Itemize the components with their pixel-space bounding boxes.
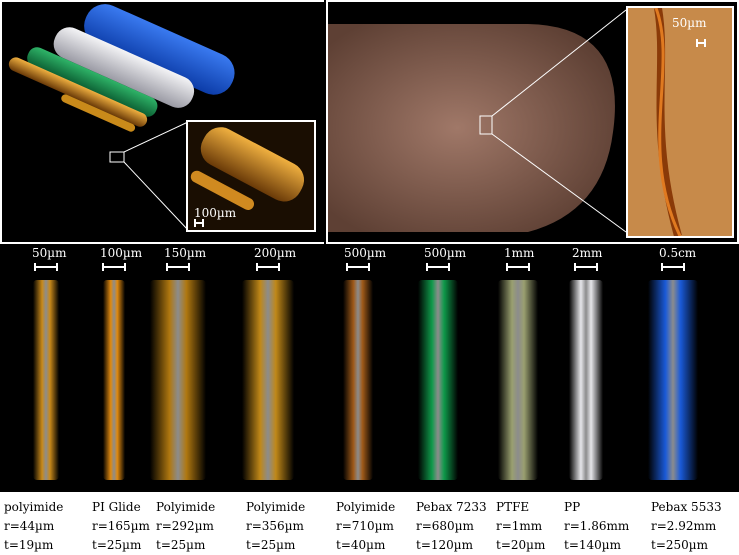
caption-t: t=250µm bbox=[651, 538, 708, 552]
tube-sample bbox=[418, 280, 458, 480]
caption-t: t=19µm bbox=[4, 538, 54, 552]
sample-caption: Pebax 7233 r=680µm t=120µm bbox=[416, 498, 487, 555]
tube-sample bbox=[33, 280, 59, 480]
caption-name: Pebax 7233 bbox=[416, 500, 487, 514]
scale-bar bbox=[506, 263, 530, 271]
caption-name: Pebax 5533 bbox=[651, 500, 722, 514]
caption-r: r=2.92mm bbox=[651, 519, 717, 533]
sample-caption: Polyimide r=710µm t=40µm bbox=[336, 498, 395, 555]
caption-r: r=356µm bbox=[246, 519, 304, 533]
sample-caption: PP r=1.86mm t=140µm bbox=[564, 498, 629, 555]
scale-bar bbox=[661, 263, 685, 271]
caption-name: PTFE bbox=[496, 500, 530, 514]
caption-name: Polyimide bbox=[246, 500, 306, 514]
scale-bar bbox=[696, 39, 706, 47]
tube-tip-inset: 100µm bbox=[186, 120, 316, 232]
scale-bar bbox=[102, 263, 126, 271]
scale-bar bbox=[166, 263, 190, 271]
caption-r: r=680µm bbox=[416, 519, 474, 533]
caption-r: r=710µm bbox=[336, 519, 394, 533]
fingertip-photo bbox=[328, 9, 627, 233]
sample-caption: Polyimide r=356µm t=25µm bbox=[246, 498, 305, 555]
caption-t: t=25µm bbox=[156, 538, 206, 552]
scale-label: 50µm bbox=[32, 246, 67, 260]
caption-t: t=25µm bbox=[246, 538, 296, 552]
caption-r: r=1mm bbox=[496, 519, 543, 533]
tube-sample bbox=[648, 280, 698, 480]
scale-label: 1mm bbox=[504, 246, 535, 260]
scale-bar bbox=[194, 219, 204, 227]
caption-name: PI Glide bbox=[92, 500, 141, 514]
caption-r: r=44µm bbox=[4, 519, 55, 533]
scale-label: 200µm bbox=[254, 246, 297, 260]
caption-name: polyimide bbox=[4, 500, 64, 514]
sample-caption: Pebax 5533 r=2.92mm t=250µm bbox=[651, 498, 722, 555]
scale-bar bbox=[426, 263, 450, 271]
caption-t: t=40µm bbox=[336, 538, 386, 552]
scale-label: 100µm bbox=[100, 246, 143, 260]
tube-sample bbox=[103, 280, 125, 480]
caption-name: Polyimide bbox=[336, 500, 396, 514]
sample-caption: PI Glide r=165µm t=25µm bbox=[92, 498, 150, 555]
tube-sample bbox=[569, 280, 603, 480]
sample-caption: Polyimide r=292µm t=25µm bbox=[156, 498, 215, 555]
scale-bar bbox=[346, 263, 370, 271]
scale-label: 500µm bbox=[424, 246, 467, 260]
fingertip-inset: 50µm bbox=[626, 6, 734, 238]
fingertip-panel: 50µm bbox=[324, 0, 739, 246]
caption-name: PP bbox=[564, 500, 581, 514]
nested-tubes-illustration bbox=[8, 4, 235, 231]
tube-sample bbox=[498, 280, 538, 480]
caption-t: t=120µm bbox=[416, 538, 473, 552]
caption-r: r=165µm bbox=[92, 519, 150, 533]
tube-sample bbox=[150, 280, 206, 480]
caption-t: t=25µm bbox=[92, 538, 142, 552]
scale-label: 2mm bbox=[572, 246, 603, 260]
scale-label: 150µm bbox=[164, 246, 207, 260]
tube-assembly-panel: 100µm bbox=[0, 0, 328, 246]
scale-label: 50µm bbox=[672, 16, 707, 30]
scale-label: 100µm bbox=[194, 206, 237, 220]
scale-bar bbox=[256, 263, 280, 271]
caption-name: Polyimide bbox=[156, 500, 216, 514]
caption-t: t=20µm bbox=[496, 538, 546, 552]
tube-sample bbox=[242, 280, 294, 480]
scale-label: 0.5cm bbox=[659, 246, 697, 260]
caption-r: r=292µm bbox=[156, 519, 214, 533]
scale-bar bbox=[34, 263, 58, 271]
sample-caption: polyimide r=44µm t=19µm bbox=[4, 498, 63, 555]
scale-bar bbox=[574, 263, 598, 271]
caption-t: t=140µm bbox=[564, 538, 621, 552]
scale-label: 500µm bbox=[344, 246, 387, 260]
tube-sample bbox=[343, 280, 373, 480]
caption-r: r=1.86mm bbox=[564, 519, 630, 533]
sample-caption: PTFE r=1mm t=20µm bbox=[496, 498, 545, 555]
